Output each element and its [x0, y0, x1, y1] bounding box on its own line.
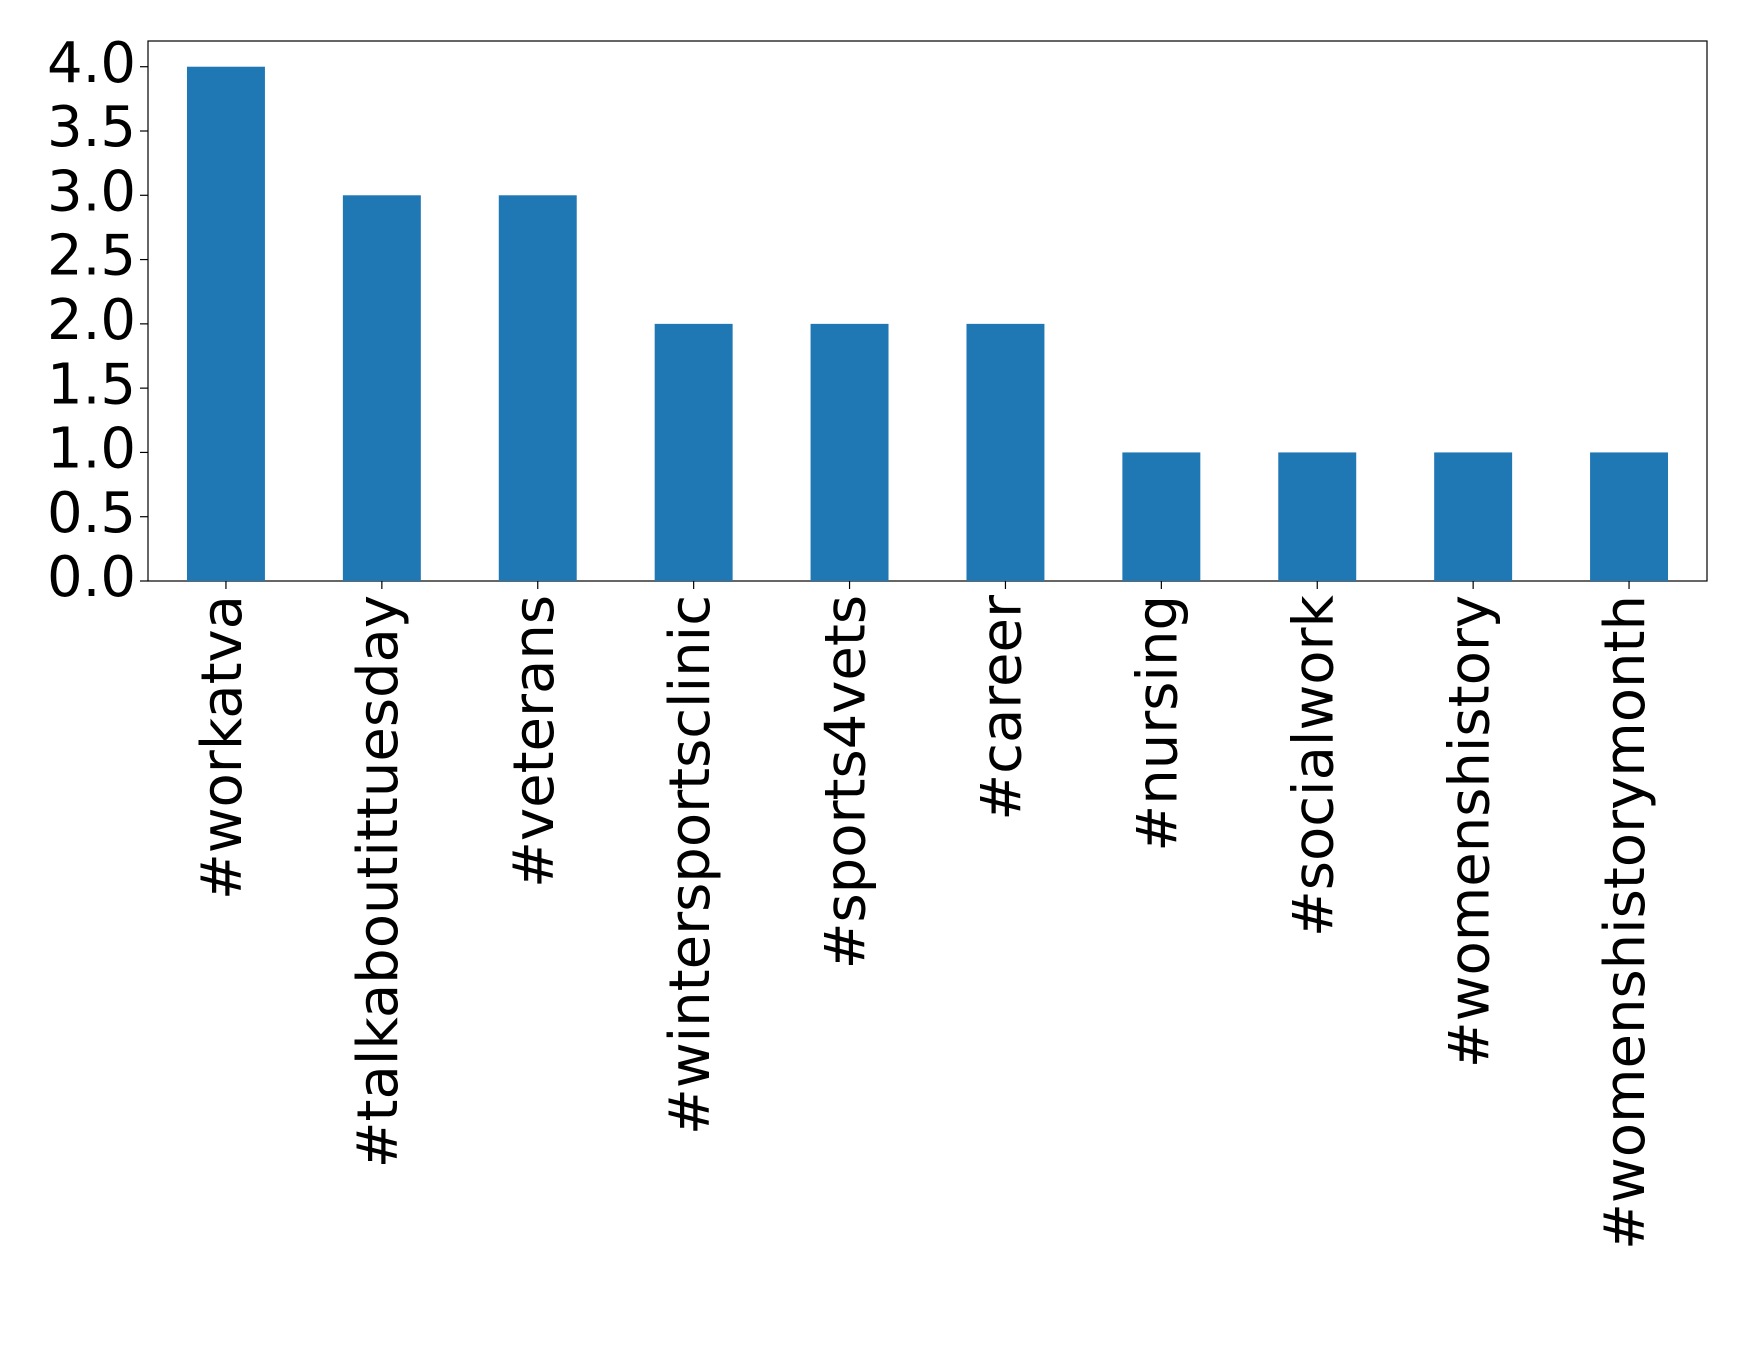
y-tick-label: 1.0: [47, 417, 136, 482]
bar: [342, 195, 421, 582]
x-tick-label: #womenshistorymonth: [1593, 595, 1658, 1250]
y-tick-label: 0.0: [47, 545, 136, 610]
bar: [966, 323, 1045, 581]
bar: [810, 323, 889, 581]
bar: [1278, 452, 1357, 581]
y-tick-label: 4.0: [47, 31, 136, 96]
y-tick-label: 1.5: [47, 352, 136, 417]
bar: [498, 195, 577, 582]
x-tick-label: #workatva: [190, 595, 255, 900]
x-tick-label: #nursing: [1125, 595, 1190, 852]
bar: [654, 323, 733, 581]
bar: [1590, 452, 1669, 581]
x-tick-label: #socialwork: [1281, 594, 1346, 937]
x-tick-label: #sports4vets: [814, 595, 879, 969]
y-tick-label: 3.0: [47, 159, 136, 224]
y-tick-label: 2.0: [47, 288, 136, 353]
y-tick-label: 2.5: [47, 224, 136, 289]
x-tick-label: #womenshistory: [1437, 595, 1502, 1068]
plot-frame: [147, 40, 1708, 582]
bar: [186, 66, 265, 581]
y-tick-label: 0.5: [47, 481, 136, 546]
y-tick-label: 3.5: [47, 95, 136, 160]
bar: [1122, 452, 1201, 581]
x-tick-label: #veterans: [502, 595, 567, 888]
x-tick-label: #career: [970, 594, 1035, 821]
bar: [1434, 452, 1513, 581]
x-tick-label: #wintersportsclinic: [658, 595, 723, 1135]
x-tick-label: #talkaboutittuesday: [346, 595, 411, 1168]
